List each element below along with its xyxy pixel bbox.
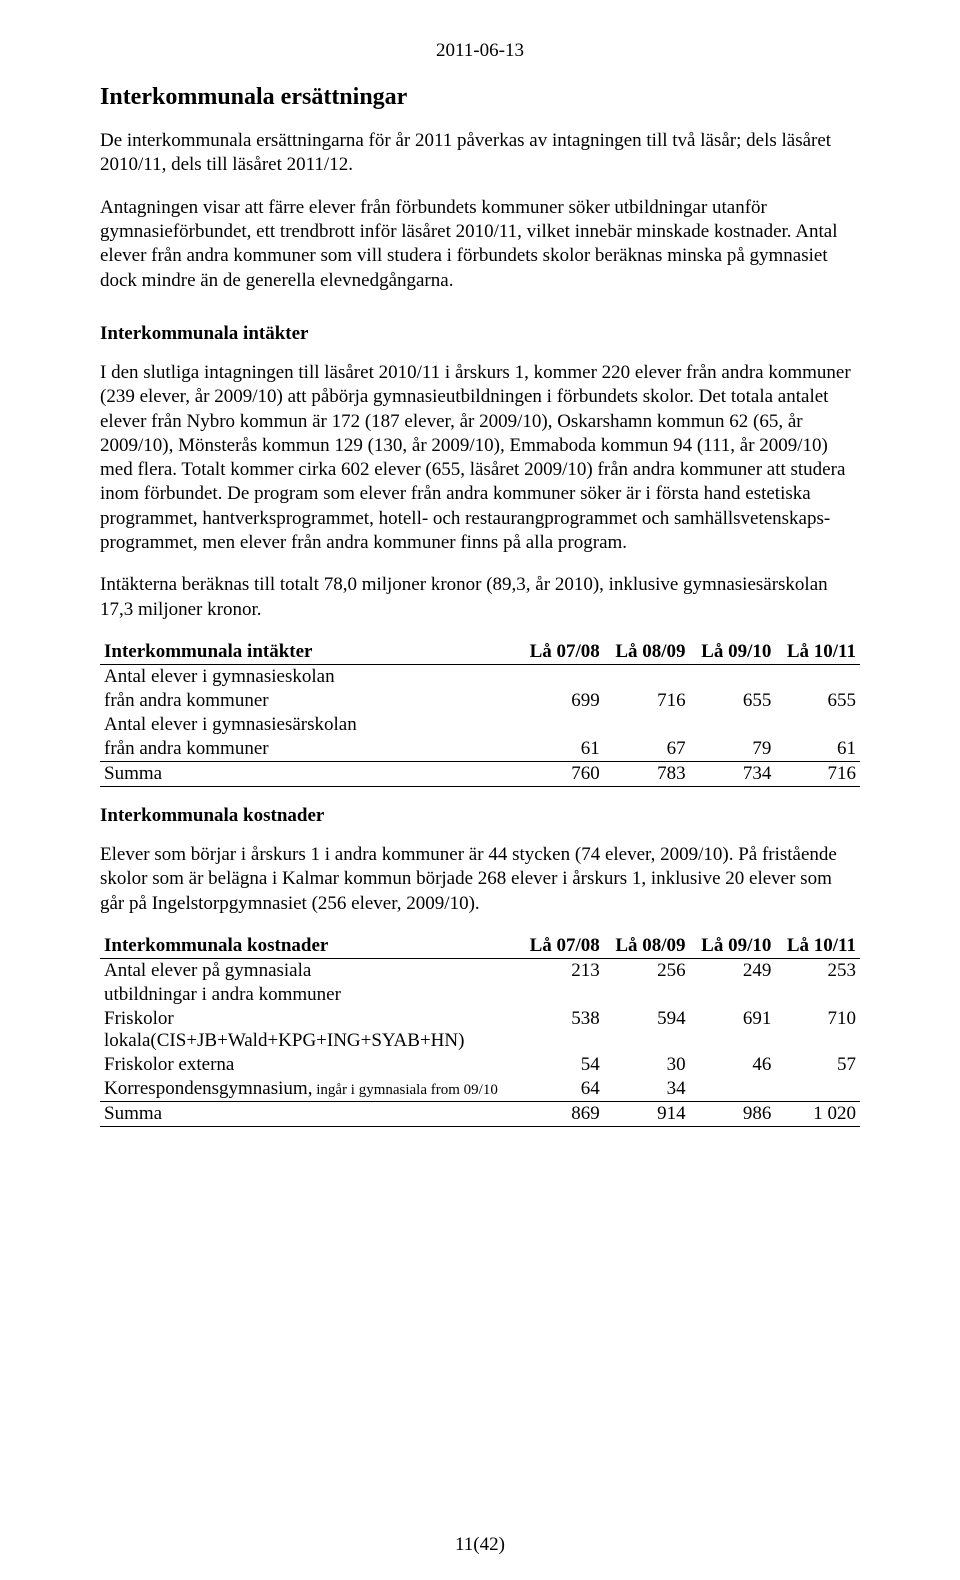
document-page: 2011-06-13 Interkommunala ersättningar D…: [0, 0, 960, 1580]
cell: 253: [775, 958, 860, 983]
col-header: Lå 07/08: [518, 934, 604, 959]
paragraph-intakter-2: Intäkterna beräknas till totalt 78,0 mil…: [100, 573, 860, 622]
cell: 46: [690, 1053, 776, 1077]
cell: 760: [518, 762, 604, 787]
cell: 734: [690, 762, 776, 787]
cell: [690, 1077, 776, 1102]
col-header: Lå 07/08: [518, 640, 604, 665]
table-title-cell: Interkommunala intäkter: [100, 640, 518, 665]
cell: 716: [775, 762, 860, 787]
cell: 914: [604, 1101, 690, 1126]
table-title-cell: Interkommunala kostnader: [100, 934, 518, 959]
cell: 710: [775, 1007, 860, 1053]
cell: 61: [775, 737, 860, 762]
cell: 67: [604, 737, 690, 762]
col-header: Lå 10/11: [775, 640, 860, 665]
cell: 64: [518, 1077, 604, 1102]
row-label: Friskolor lokala(CIS+JB+Wald+KPG+ING+SYA…: [100, 1007, 518, 1053]
cell: 594: [604, 1007, 690, 1053]
row-label: från andra kommuner: [100, 689, 518, 713]
cell: 213: [518, 958, 604, 983]
cell: 986: [690, 1101, 776, 1126]
paragraph-intakter-1: I den slutliga intagningen till läsåret …: [100, 361, 860, 556]
table-row: Antal elever i gymnasiesärskolan: [100, 713, 860, 737]
col-header: Lå 09/10: [690, 640, 776, 665]
cell: 699: [518, 689, 604, 713]
document-date: 2011-06-13: [100, 40, 860, 62]
paragraph-intro-2: Antagningen visar att färre elever från …: [100, 196, 860, 293]
col-header: Lå 10/11: [775, 934, 860, 959]
cell: 61: [518, 737, 604, 762]
row-label: från andra kommuner: [100, 737, 518, 762]
cell: 256: [604, 958, 690, 983]
table-intakter: Interkommunala intäkter Lå 07/08 Lå 08/0…: [100, 640, 860, 787]
table-row: från andra kommuner 699 716 655 655: [100, 689, 860, 713]
page-number: 11(42): [0, 1534, 960, 1556]
col-header: Lå 08/09: [604, 640, 690, 665]
cell: 249: [690, 958, 776, 983]
cell: 1 020: [775, 1101, 860, 1126]
table-kostnader: Interkommunala kostnader Lå 07/08 Lå 08/…: [100, 934, 860, 1127]
table-header-row: Interkommunala kostnader Lå 07/08 Lå 08/…: [100, 934, 860, 959]
row-label: Antal elever i gymnasieskolan: [100, 665, 518, 690]
table-header-row: Interkommunala intäkter Lå 07/08 Lå 08/0…: [100, 640, 860, 665]
paragraph-kostnader: Elever som börjar i årskurs 1 i andra ko…: [100, 843, 860, 916]
heading-intakter: Interkommunala intäkter: [100, 323, 860, 345]
cell: 655: [690, 689, 776, 713]
row-label: Korrespondensgymnasium, ingår i gymnasia…: [100, 1077, 518, 1102]
cell: 30: [604, 1053, 690, 1077]
cell: 538: [518, 1007, 604, 1053]
cell: 57: [775, 1053, 860, 1077]
table-row: Friskolor lokala(CIS+JB+Wald+KPG+ING+SYA…: [100, 1007, 860, 1053]
cell: [775, 1077, 860, 1102]
heading-kostnader: Interkommunala kostnader: [100, 805, 860, 827]
cell: 783: [604, 762, 690, 787]
cell: 34: [604, 1077, 690, 1102]
table-row: Friskolor externa 54 30 46 57: [100, 1053, 860, 1077]
row-label: Antal elever i gymnasiesärskolan: [100, 713, 518, 737]
cell: 79: [690, 737, 776, 762]
col-header: Lå 08/09: [604, 934, 690, 959]
paragraph-intro-1: De interkommunala ersättningarna för år …: [100, 129, 860, 178]
table-sum-row: Summa 760 783 734 716: [100, 762, 860, 787]
cell: 655: [775, 689, 860, 713]
sum-label: Summa: [100, 1101, 518, 1126]
cell: 691: [690, 1007, 776, 1053]
sum-label: Summa: [100, 762, 518, 787]
cell: 54: [518, 1053, 604, 1077]
col-header: Lå 09/10: [690, 934, 776, 959]
table-row: Korrespondensgymnasium, ingår i gymnasia…: [100, 1077, 860, 1102]
table-row: från andra kommuner 61 67 79 61: [100, 737, 860, 762]
heading-ersattningar: Interkommunala ersättningar: [100, 84, 860, 111]
row-label: Friskolor externa: [100, 1053, 518, 1077]
spacer: [100, 311, 860, 323]
cell: 869: [518, 1101, 604, 1126]
cell: 716: [604, 689, 690, 713]
table-row: Antal elever på gymnasiala 213 256 249 2…: [100, 958, 860, 983]
row-label: utbildningar i andra kommuner: [100, 983, 518, 1007]
table-row: utbildningar i andra kommuner: [100, 983, 860, 1007]
table-sum-row: Summa 869 914 986 1 020: [100, 1101, 860, 1126]
row-label: Antal elever på gymnasiala: [100, 958, 518, 983]
table-row: Antal elever i gymnasieskolan: [100, 665, 860, 690]
